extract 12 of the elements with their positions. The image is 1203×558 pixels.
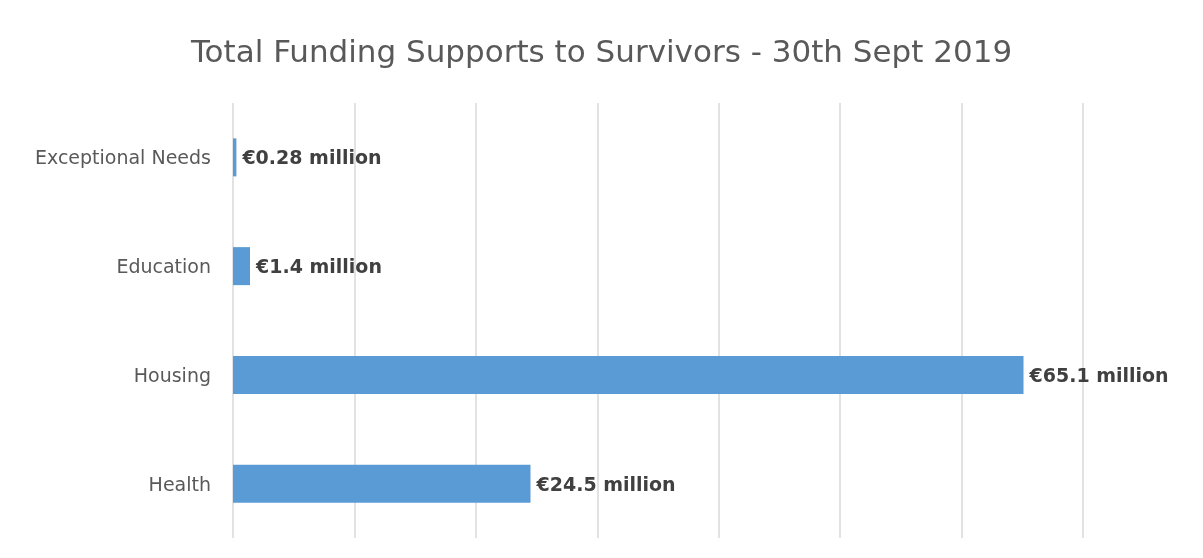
y-tick-label: Housing — [133, 363, 211, 386]
y-tick-label: Education — [116, 255, 211, 278]
data-label: €24.5 million — [535, 472, 676, 495]
y-tick-label: Health — [148, 472, 211, 495]
chart-title: Total Funding Supports to Survivors - 30th Sept 2019 — [189, 32, 1013, 69]
bar — [233, 355, 1024, 394]
data-label: €1.4 million — [255, 255, 382, 278]
data-label: €65.1 million — [1028, 363, 1169, 386]
y-tick-label: Exceptional Needs — [34, 146, 211, 169]
bar — [233, 464, 531, 503]
bar — [233, 247, 250, 286]
data-label: €0.28 million — [241, 146, 382, 169]
